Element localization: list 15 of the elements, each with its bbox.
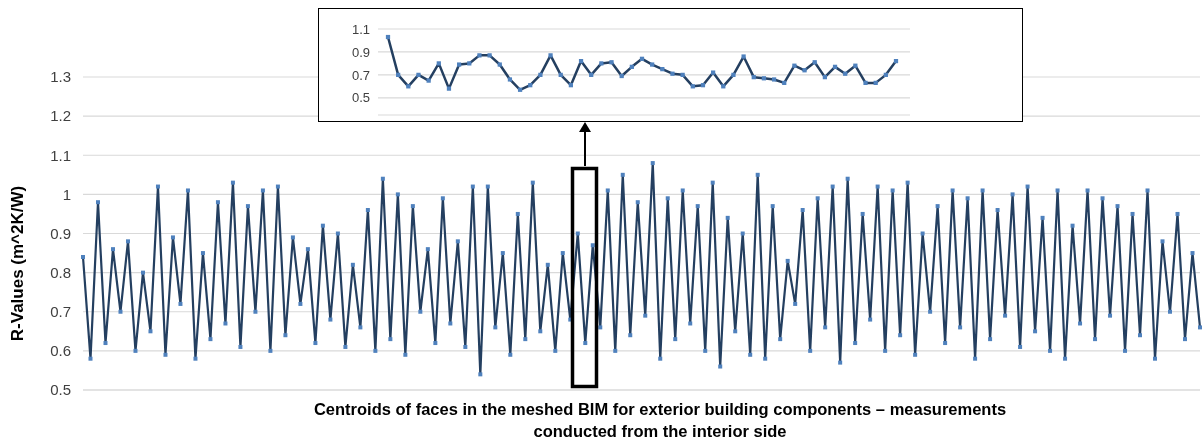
y-tick-label: 1.1 xyxy=(351,21,370,37)
y-tick-label: 0.7 xyxy=(50,303,71,321)
y-tick-label: 1.1 xyxy=(50,146,71,164)
y-tick-label: 0.8 xyxy=(50,263,71,281)
y-tick-label: 0.9 xyxy=(50,224,71,242)
x-axis-title: Centroids of faces in the meshed BIM for exterior building components – measurements conducted from the interior side xyxy=(313,400,1007,440)
y-axis-title: R-Values (m^2K/W) xyxy=(8,185,27,342)
y-tick-label: 0.5 xyxy=(50,381,71,399)
y-tick-label: 0.5 xyxy=(351,90,370,106)
y-tick-label: 0.7 xyxy=(351,67,370,83)
y-tick-label: 0.9 xyxy=(351,44,370,60)
y-tick-label: 1 xyxy=(62,185,71,203)
y-tick-label: 1.3 xyxy=(50,68,71,86)
y-tick-label: 0.6 xyxy=(50,342,71,360)
y-tick-label: 1.2 xyxy=(50,107,71,125)
